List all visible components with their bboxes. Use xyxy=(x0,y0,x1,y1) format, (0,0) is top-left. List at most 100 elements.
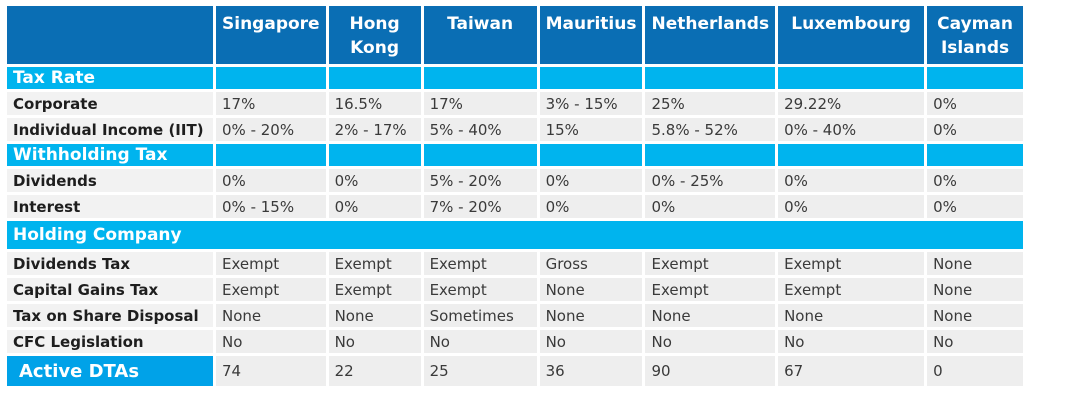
table-cell: Exempt xyxy=(778,278,925,301)
table-cell: None xyxy=(927,252,1024,275)
table-cell: Exempt xyxy=(645,252,776,275)
section-cell xyxy=(645,144,776,166)
table-cell: No xyxy=(539,330,643,353)
table-row-dividends: Dividends 0% 0% 5% - 20% 0% 0% - 25% 0% … xyxy=(7,169,1024,192)
table-cell: None xyxy=(539,278,643,301)
country-header-cayman-islands: Cayman Islands xyxy=(927,6,1024,64)
table-cell: 0% xyxy=(216,169,326,192)
row-label-tax-on-share-disposal: Tax on Share Disposal xyxy=(7,304,213,327)
table-cell: 25 xyxy=(423,356,537,386)
row-label-corporate: Corporate xyxy=(7,92,213,115)
section-cell xyxy=(216,144,326,166)
table-cell: 0% xyxy=(539,169,643,192)
table-cell: 0% xyxy=(927,118,1024,141)
table-row-tax-on-share-disposal: Tax on Share Disposal None None Sometime… xyxy=(7,304,1024,327)
table-cell: 5.8% - 52% xyxy=(645,118,776,141)
table-cell: 17% xyxy=(216,92,326,115)
section-cell xyxy=(216,67,326,89)
table-cell: 5% - 20% xyxy=(423,169,537,192)
table-cell: 0% xyxy=(927,92,1024,115)
table-cell: Exempt xyxy=(778,252,925,275)
table-cell: Exempt xyxy=(216,278,326,301)
table-cell: None xyxy=(927,304,1024,327)
table-cell: 90 xyxy=(645,356,776,386)
header-corner xyxy=(7,6,213,64)
table-cell: No xyxy=(927,330,1024,353)
country-header-netherlands: Netherlands xyxy=(645,6,776,64)
table-row-interest: Interest 0% - 15% 0% 7% - 20% 0% 0% 0% 0… xyxy=(7,195,1024,218)
table-cell: 0% - 15% xyxy=(216,195,326,218)
table-cell: 25% xyxy=(645,92,776,115)
table-cell: 22 xyxy=(328,356,421,386)
table-cell: 17% xyxy=(423,92,537,115)
table-cell: 0% - 25% xyxy=(645,169,776,192)
country-header-singapore: Singapore xyxy=(216,6,326,64)
row-label-individual-income: Individual Income (IIT) xyxy=(7,118,213,141)
table-cell: 36 xyxy=(539,356,643,386)
section-cell xyxy=(927,67,1024,89)
table-cell: 5% - 40% xyxy=(423,118,537,141)
table-cell: 74 xyxy=(216,356,326,386)
section-cell xyxy=(927,144,1024,166)
table-cell: 16.5% xyxy=(328,92,421,115)
table-cell: 0% xyxy=(645,195,776,218)
table-row-cfc-legislation: CFC Legislation No No No No No No No xyxy=(7,330,1024,353)
row-label-interest: Interest xyxy=(7,195,213,218)
table-cell: None xyxy=(927,278,1024,301)
table-cell: Exempt xyxy=(328,252,421,275)
section-row-withholding-tax: Withholding Tax xyxy=(7,144,1024,166)
section-label-withholding-tax: Withholding Tax xyxy=(7,144,213,166)
section-label-tax-rate: Tax Rate xyxy=(7,67,213,89)
table-cell: Exempt xyxy=(645,278,776,301)
section-cell xyxy=(539,144,643,166)
section-cell xyxy=(778,144,925,166)
table-cell: Exempt xyxy=(423,252,537,275)
table-cell: None xyxy=(645,304,776,327)
table-cell: None xyxy=(539,304,643,327)
table-cell: Exempt xyxy=(328,278,421,301)
table-row-individual-income: Individual Income (IIT) 0% - 20% 2% - 17… xyxy=(7,118,1024,141)
row-label-cfc-legislation: CFC Legislation xyxy=(7,330,213,353)
table-cell: 0 xyxy=(927,356,1024,386)
table-cell: Exempt xyxy=(423,278,537,301)
table-cell: 0% xyxy=(778,169,925,192)
table-cell: 0% xyxy=(778,195,925,218)
table-cell: 3% - 15% xyxy=(539,92,643,115)
table-row-dividends-tax: Dividends Tax Exempt Exempt Exempt Gross… xyxy=(7,252,1024,275)
table-cell: No xyxy=(328,330,421,353)
section-cell xyxy=(328,67,421,89)
table-cell: Gross xyxy=(539,252,643,275)
header-row: Singapore Hong Kong Taiwan Mauritius Net… xyxy=(7,6,1024,64)
section-cell xyxy=(423,67,537,89)
section-label-holding-company: Holding Company xyxy=(7,221,1024,249)
table-cell: Sometimes xyxy=(423,304,537,327)
section-cell xyxy=(423,144,537,166)
table-cell: None xyxy=(328,304,421,327)
section-cell xyxy=(778,67,925,89)
table-row-active-dtas: Active DTAs 74 22 25 36 90 67 0 xyxy=(7,356,1024,386)
section-cell xyxy=(645,67,776,89)
table-row-capital-gains-tax: Capital Gains Tax Exempt Exempt Exempt N… xyxy=(7,278,1024,301)
country-header-taiwan: Taiwan xyxy=(423,6,537,64)
table-cell: Exempt xyxy=(216,252,326,275)
section-cell xyxy=(328,144,421,166)
table-cell: 67 xyxy=(778,356,925,386)
row-label-active-dtas: Active DTAs xyxy=(7,356,213,386)
section-row-tax-rate: Tax Rate xyxy=(7,67,1024,89)
row-label-dividends: Dividends xyxy=(7,169,213,192)
table-cell: 15% xyxy=(539,118,643,141)
table-cell: 29.22% xyxy=(778,92,925,115)
country-header-mauritius: Mauritius xyxy=(539,6,643,64)
section-cell xyxy=(539,67,643,89)
table-cell: 2% - 17% xyxy=(328,118,421,141)
table-cell: No xyxy=(645,330,776,353)
table-cell: No xyxy=(423,330,537,353)
country-header-luxembourg: Luxembourg xyxy=(778,6,925,64)
table-cell: 7% - 20% xyxy=(423,195,537,218)
row-label-capital-gains-tax: Capital Gains Tax xyxy=(7,278,213,301)
table-row-corporate: Corporate 17% 16.5% 17% 3% - 15% 25% 29.… xyxy=(7,92,1024,115)
table-cell: 0% - 40% xyxy=(778,118,925,141)
row-label-dividends-tax: Dividends Tax xyxy=(7,252,213,275)
table-cell: 0% xyxy=(539,195,643,218)
